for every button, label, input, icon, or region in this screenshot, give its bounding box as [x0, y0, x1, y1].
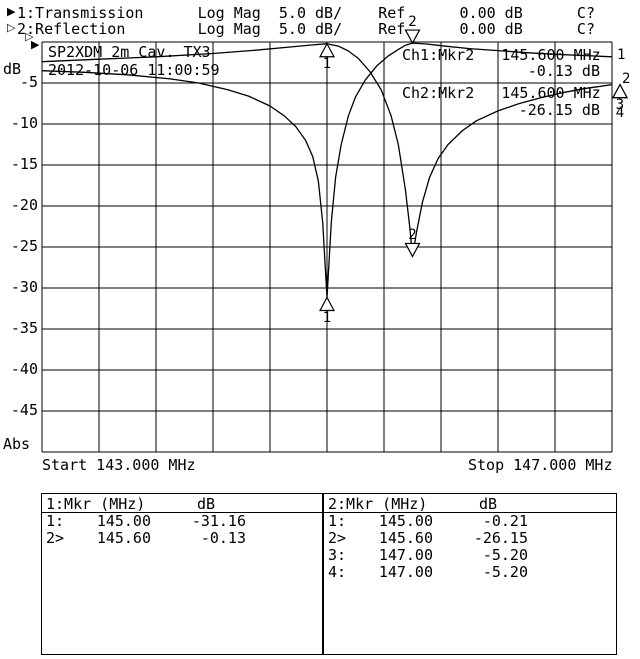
marker-table-ch1-title: 1:Mkr (MHz) [46, 495, 146, 513]
ref-level-ch2-icon: ▷ [25, 30, 34, 43]
channel2-header-line: 2:Reflection Log Mag 5.0 dB/ Ref 0.00 dB… [17, 20, 595, 38]
marker-level: -31.16 [191, 512, 246, 530]
y-tick-label: -10 [10, 114, 38, 132]
marker-table-ch2-header: 2:Mkr (MHz) dB [324, 494, 616, 513]
marker-number: 4: [328, 563, 347, 581]
marker-1-ch1-label: 1 [322, 309, 332, 326]
ch1-marker-readout-line: Ch1:Mkr2 145.600 MHz [402, 46, 601, 64]
y-tick-label: -40 [10, 360, 38, 378]
x-axis-start-label: Start 143.000 MHz [42, 456, 196, 474]
y-tick-label: -5 [19, 73, 38, 91]
ch1-marker-readout-value: -0.13 dB [527, 62, 600, 80]
marker-frequency: 145.60 [96, 529, 151, 547]
marker-2-ch2-label: 2 [408, 227, 417, 244]
marker-number: 1: [328, 512, 347, 530]
table-row: 2> 145.60 -26.15 [324, 530, 616, 547]
marker-1-ch2-label: 1 [322, 55, 332, 72]
y-tick-label: -20 [10, 196, 38, 214]
marker-1-ch2-symbol-icon [318, 42, 336, 58]
table-row: 3: 147.00 -5.20 [324, 547, 616, 564]
ch2-marker-readout-line: Ch2:Mkr2 145.600 MHz [402, 84, 601, 102]
marker-frequency: 145.00 [96, 512, 151, 530]
marker-4-ch2-label: 4 [615, 104, 625, 121]
marker-table-ch1-header: 1:Mkr (MHz) dB [42, 494, 322, 513]
marker-table-ch2: 2:Mkr (MHz) dB 1: 145.00 -0.21 2> 145.60… [323, 493, 617, 655]
trace2-end-label: 2 [622, 71, 631, 87]
ch2-marker-readout-value: -26.15 dB [518, 101, 600, 119]
ref-level-ch1-icon: ▶ [31, 38, 40, 51]
y-tick-label: -45 [10, 401, 38, 419]
marker-level: -0.21 [482, 512, 528, 530]
marker-number: 1: [46, 512, 65, 530]
measurement-title: SP2XDM 2m Cav. TX3 [48, 43, 211, 61]
y-tick-label: -30 [10, 278, 38, 296]
marker-level: -26.15 [473, 529, 528, 547]
marker-frequency: 145.60 [378, 529, 433, 547]
marker-frequency: 145.00 [378, 512, 433, 530]
table-row: 2> 145.60 -0.13 [42, 530, 322, 547]
marker-level: -0.13 [200, 529, 246, 547]
marker-table-ch2-unit: dB [479, 495, 498, 513]
marker-level: -5.20 [482, 563, 528, 581]
channel1-header-line: 1:Transmission Log Mag 5.0 dB/ Ref 0.00 … [17, 4, 595, 22]
table-row: 1: 145.00 -31.16 [42, 513, 322, 530]
marker-frequency: 147.00 [378, 563, 433, 581]
marker-level: -5.20 [482, 546, 528, 564]
x-axis-stop-label: Stop 147.000 MHz [468, 456, 613, 474]
marker-table-ch1-unit: dB [197, 495, 216, 513]
marker-3-ch2-label: 3 [615, 96, 625, 113]
marker-2-ch2-symbol-icon [404, 242, 421, 258]
y-axis-unit-label: dB [3, 60, 22, 78]
marker-frequency: 147.00 [378, 546, 433, 564]
trace-transmission [41, 42, 613, 299]
measurement-timestamp: 2012-10-06 11:00:59 [48, 61, 220, 79]
marker-number: 2> [46, 529, 65, 547]
marker-table-ch2-title: 2:Mkr (MHz) [328, 495, 428, 513]
marker-number: 2> [328, 529, 347, 547]
marker-number: 3: [328, 546, 347, 564]
table-row: 4: 147.00 -5.20 [324, 564, 616, 581]
channel2-active-arrow-icon: ▷ [7, 21, 16, 34]
table-row: 1: 145.00 -0.21 [324, 513, 616, 530]
y-tick-label: -25 [10, 237, 38, 255]
marker-table-ch1: 1:Mkr (MHz) dB 1: 145.00 -31.16 2> 145.6… [41, 493, 323, 655]
trace1-end-label: 1 [617, 47, 626, 63]
y-tick-label: -35 [10, 319, 38, 337]
marker-1-ch1-symbol-icon [318, 296, 336, 312]
y-axis-bottom-label: Abs [3, 435, 31, 453]
channel1-active-arrow-icon: ▶ [7, 5, 16, 18]
y-tick-label: -15 [10, 155, 38, 173]
